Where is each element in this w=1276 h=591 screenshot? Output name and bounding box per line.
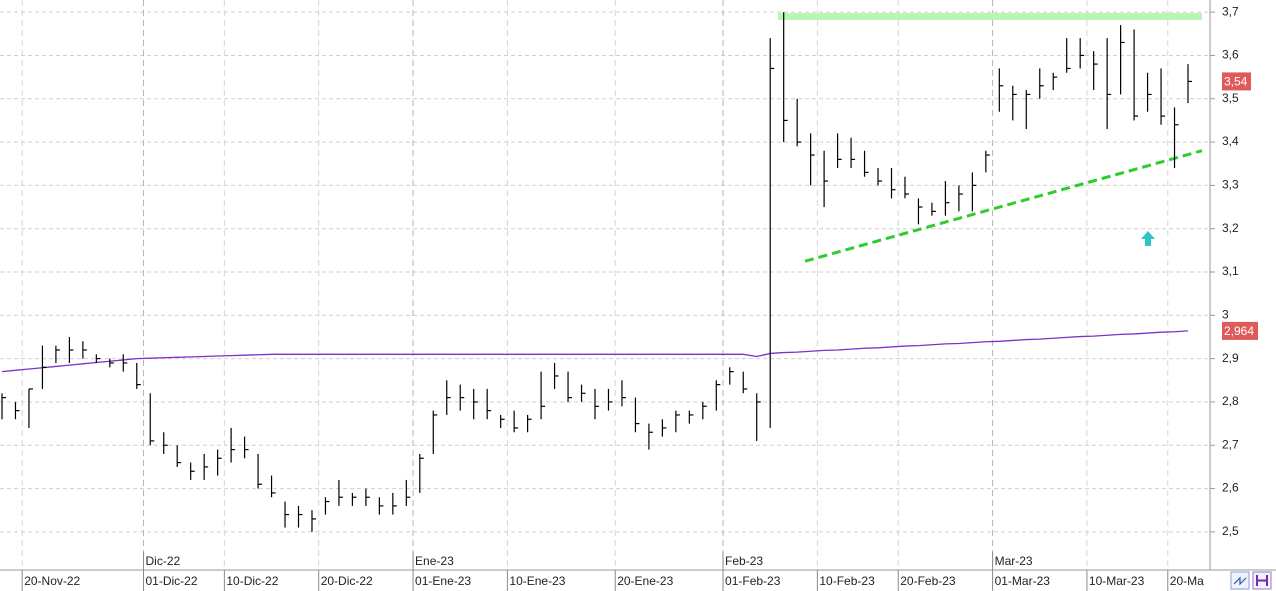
x-tick-label: 01-Dic-22 (146, 574, 198, 588)
x-tick-label: 10-Mar-23 (1089, 574, 1145, 588)
x-tick-label: 01-Mar-23 (995, 574, 1051, 588)
price-badge (1222, 72, 1251, 91)
x-tick-label: 20-Ene-23 (617, 574, 673, 588)
y-tick-label: 2,8 (1222, 394, 1239, 408)
y-tick-label: 3 (1222, 307, 1229, 321)
price-badge-label: 2,964 (1224, 324, 1254, 338)
x-tick-label: 20-Dic-22 (321, 574, 373, 588)
grid-layer (0, 0, 1210, 570)
x-tick-label: 01-Feb-23 (725, 574, 781, 588)
moving-average-line (1, 330, 1189, 373)
x-tick-label: 20-Ma (1170, 574, 1204, 588)
home-icon (1256, 575, 1268, 586)
annotation-layer (778, 12, 1203, 263)
axis-layer: 2,5 2,6 2,7 2,8 2,9 3 3,1 3,2 3,3 3,4 3,5 3,6 3,7 20-… (21, 4, 1258, 591)
y-tick-label: 3,4 (1222, 134, 1239, 148)
month-label: Dic-22 (146, 554, 181, 568)
price-badge-label: 3,54 (1224, 75, 1248, 89)
x-tick-label: 10-Ene-23 (509, 574, 565, 588)
y-tick-label: 3,5 (1222, 91, 1239, 105)
x-tick-label: 20-Feb-23 (900, 574, 956, 588)
month-label: Feb-23 (725, 554, 763, 568)
x-tick-label: 01-Ene-23 (415, 574, 471, 588)
y-tick-label: 2,7 (1222, 437, 1239, 451)
y-tick-label: 3,2 (1222, 221, 1239, 235)
month-label: Ene-23 (415, 554, 454, 568)
price-badge (1222, 321, 1258, 340)
x-tick-label: 10-Dic-22 (226, 574, 278, 588)
x-tick-label: 10-Feb-23 (819, 574, 875, 588)
y-tick-label: 3,3 (1222, 178, 1239, 192)
bar-layer (1, 12, 1192, 532)
x-tick-label: 20-Nov-22 (24, 574, 80, 588)
zoom-icon (1233, 576, 1247, 586)
toolbar (1230, 571, 1272, 590)
y-tick-label: 2,6 (1222, 481, 1239, 495)
trend-line (804, 149, 1203, 263)
moving-average-layer (1, 330, 1189, 373)
y-tick-label: 3,1 (1222, 264, 1239, 278)
y-tick-label: 2,9 (1222, 351, 1239, 365)
y-tick-label: 3,6 (1222, 48, 1239, 62)
month-label: Mar-23 (995, 554, 1033, 568)
signal-arrow (1141, 231, 1155, 246)
y-tick-label: 2,5 (1222, 524, 1239, 538)
y-tick-label: 3,7 (1222, 4, 1239, 18)
